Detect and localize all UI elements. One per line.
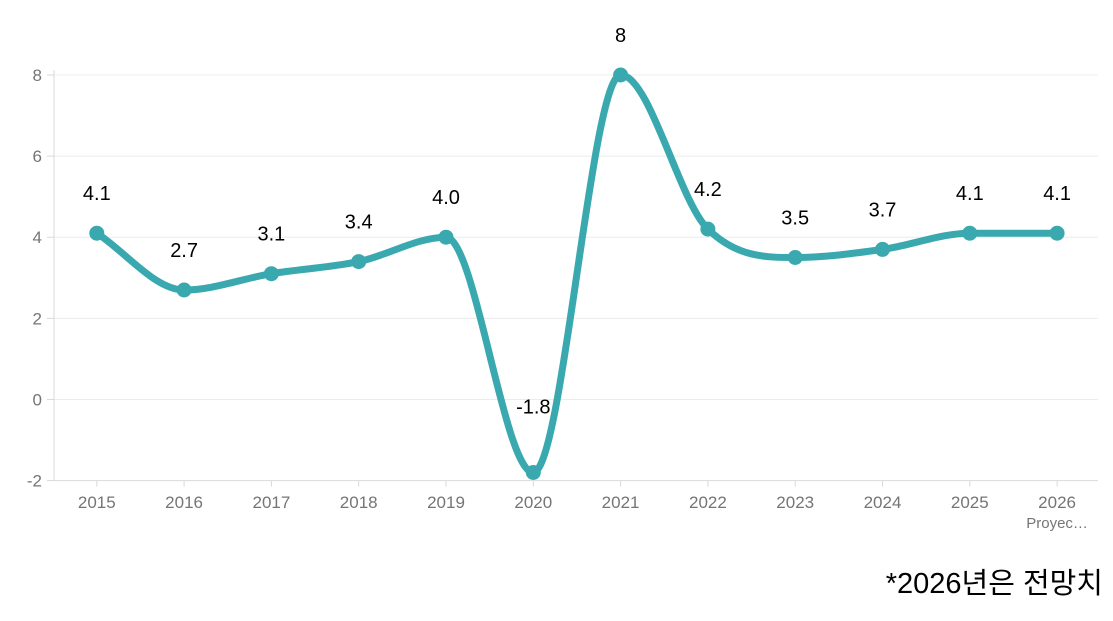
data-point-marker[interactable]	[438, 229, 454, 245]
data-point-label: 3.1	[257, 224, 285, 246]
x-tick-label: 2016	[165, 493, 203, 512]
y-tick-label: 4	[33, 228, 42, 247]
data-point-label: 8	[615, 25, 626, 47]
data-point-label: -1.8	[516, 397, 550, 419]
data-point-marker[interactable]	[962, 225, 978, 241]
data-point-marker[interactable]	[613, 67, 629, 83]
x-tick-label: 2025	[951, 493, 989, 512]
data-point-label: 4.2	[694, 179, 722, 201]
y-tick-label: -2	[27, 472, 42, 491]
x-tick-label: 2021	[602, 493, 640, 512]
data-line	[93, 71, 1061, 477]
x-tick-label: 2019	[427, 493, 465, 512]
data-point-marker[interactable]	[1049, 225, 1065, 241]
y-tick-label: 8	[33, 66, 42, 85]
data-point-marker[interactable]	[525, 465, 541, 480]
data-point-marker[interactable]	[89, 225, 105, 241]
data-point-marker[interactable]	[787, 250, 803, 265]
x-sub-label: Proyec…	[1026, 515, 1088, 532]
data-point-label: 3.4	[345, 212, 373, 234]
data-point-label: 2.7	[170, 240, 198, 262]
footnote-text: *2026년은 전망치	[885, 568, 1103, 600]
data-point-marker[interactable]	[351, 254, 367, 270]
data-point-marker[interactable]	[875, 241, 890, 257]
x-tick-label: 2022	[689, 493, 727, 512]
x-tick-label: 2020	[514, 493, 552, 512]
data-point-label: 4.0	[432, 187, 460, 209]
data-point-marker[interactable]	[263, 266, 279, 282]
y-tick-label: 0	[33, 390, 42, 409]
x-tick-label: 2015	[78, 493, 116, 512]
y-tick-label: 2	[33, 309, 42, 328]
y-tick-label: 6	[33, 147, 42, 166]
data-point-marker[interactable]	[176, 282, 192, 298]
data-point-label: 3.5	[781, 208, 809, 230]
x-tick-label: 2018	[340, 493, 378, 512]
x-tick-label: 2023	[776, 493, 814, 512]
data-point-label: 4.1	[1043, 183, 1071, 205]
x-tick-label: 2026	[1038, 493, 1076, 512]
data-point-marker[interactable]	[700, 221, 716, 237]
data-point-label: 3.7	[869, 199, 897, 221]
data-point-label: 4.1	[83, 183, 111, 205]
x-tick-label: 2024	[864, 493, 902, 512]
x-tick-label: 2017	[252, 493, 290, 512]
data-point-label: 4.1	[956, 183, 984, 205]
